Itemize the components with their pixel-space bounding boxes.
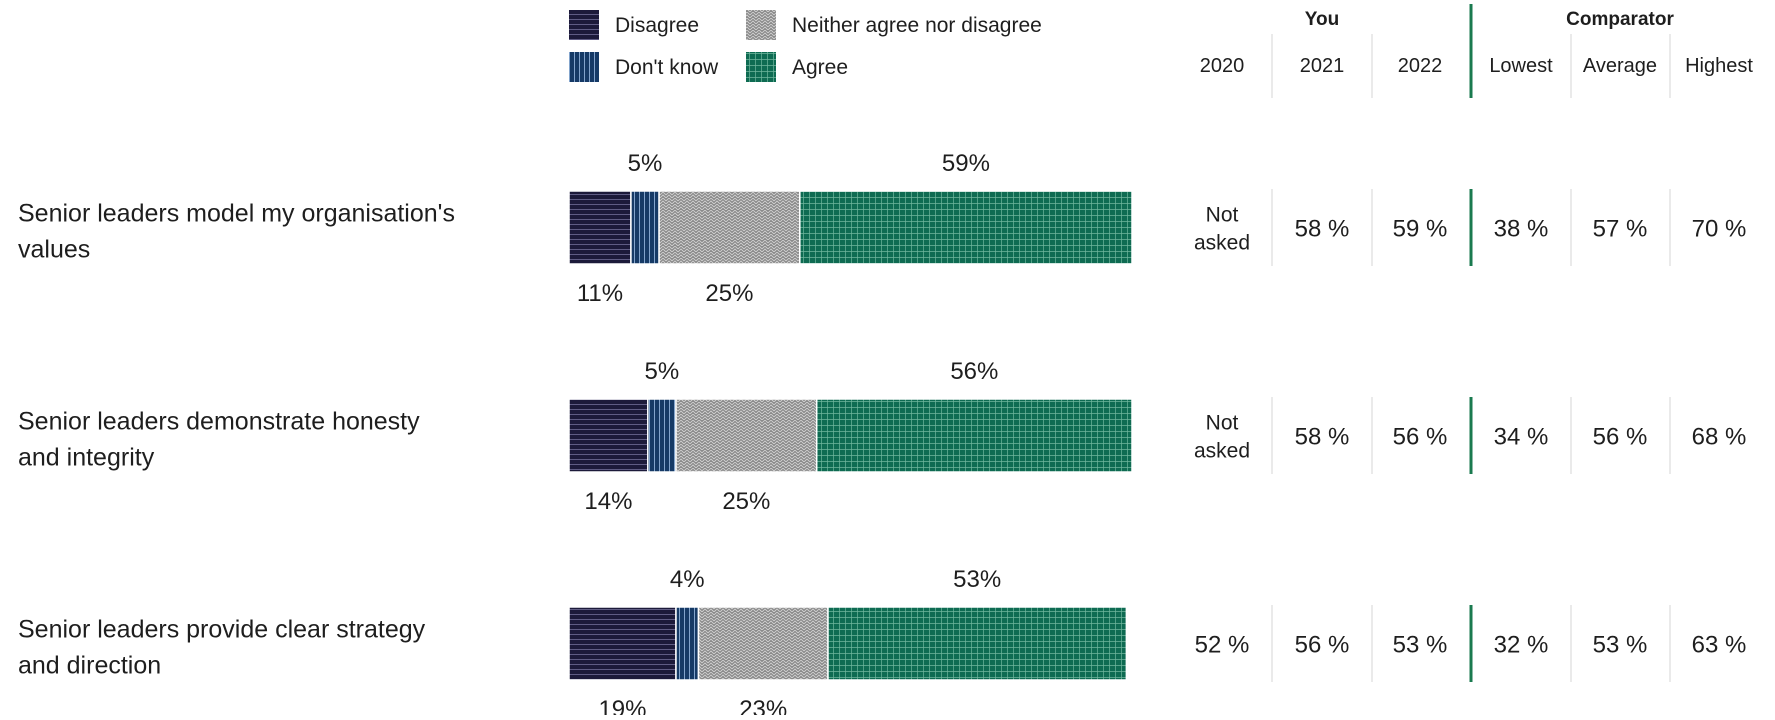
data-label-neither: 25% — [705, 280, 753, 307]
row-label-line: and direction — [18, 652, 161, 680]
column-header-highest: Highest — [1685, 55, 1753, 77]
table-cell: 63 % — [1692, 632, 1747, 659]
legend-swatch-dontknow — [569, 52, 599, 82]
table-cell: 34 % — [1494, 424, 1549, 451]
data-label-neither: 23% — [739, 696, 787, 715]
legend: Disagree Neither agree nor disagree Don't … — [569, 10, 1042, 82]
group-header-comparator: Comparator — [1566, 9, 1674, 30]
bar-segment-dontknow — [675, 606, 700, 681]
table-cell: 58 % — [1295, 216, 1350, 243]
bar-segment-agree — [799, 190, 1133, 265]
column-header-2022: 2022 — [1398, 55, 1443, 77]
data-label-disagree: 14% — [584, 488, 632, 515]
bar-segment-disagree — [568, 398, 649, 473]
bar-segment-dontknow — [647, 398, 677, 473]
table-cell-not-asked: Not asked — [1194, 412, 1250, 463]
table-cell: 56 % — [1393, 424, 1448, 451]
bar-segment-dontknow — [630, 190, 660, 265]
row-label-line: Senior leaders provide clear strategy — [18, 616, 426, 644]
table-cell: 56 % — [1593, 424, 1648, 451]
table-cell: 68 % — [1692, 424, 1747, 451]
column-header-average: Average — [1583, 55, 1657, 77]
data-label-neither: 25% — [722, 488, 770, 515]
data-label-dontknow: 4% — [670, 566, 705, 593]
table-cell: 52 % — [1195, 632, 1250, 659]
legend-swatch-neither — [746, 10, 776, 40]
bar-segment-disagree — [568, 190, 632, 265]
legend-label-neither: Neither agree nor disagree — [792, 14, 1042, 37]
legend-swatch-agree — [746, 52, 776, 82]
group-header-you: You — [1305, 9, 1339, 30]
legend-label-disagree: Disagree — [615, 14, 699, 37]
table-cell: 32 % — [1494, 632, 1549, 659]
table-cell-line: asked — [1194, 232, 1250, 255]
column-header-lowest: Lowest — [1489, 55, 1553, 77]
table-cell-line: asked — [1194, 440, 1250, 463]
row-label-line: Senior leaders model my organisation's — [18, 200, 455, 228]
row-label: Senior leaders demonstrate honesty and in… — [18, 408, 420, 472]
table-cell-not-asked: Not asked — [1194, 204, 1250, 255]
data-label-agree: 59% — [942, 150, 990, 177]
table-cell: 70 % — [1692, 216, 1747, 243]
column-header-2020: 2020 — [1200, 55, 1245, 77]
table-cell: 56 % — [1295, 632, 1350, 659]
table-cell-line: Not — [1206, 204, 1239, 227]
legend-label-dontknow: Don't know — [615, 56, 719, 79]
row-label-line: values — [18, 236, 90, 264]
data-label-dontknow: 5% — [628, 150, 663, 177]
table-cell: 53 % — [1393, 632, 1448, 659]
data-label-disagree: 19% — [598, 696, 646, 715]
legend-label-agree: Agree — [792, 56, 848, 79]
table-header: You Comparator 2020 2021 2022 Lowest Average Hi… — [1200, 4, 1753, 98]
table-cell: 53 % — [1593, 632, 1648, 659]
row-labels: Senior leaders model my organisation's va… — [18, 200, 455, 680]
column-header-2021: 2021 — [1300, 55, 1345, 77]
row-label: Senior leaders model my organisation's va… — [18, 200, 455, 264]
table-cell: 58 % — [1295, 424, 1350, 451]
table-cell: 57 % — [1593, 216, 1648, 243]
bar-segment-neither — [658, 190, 801, 265]
table-cell-line: Not — [1206, 412, 1239, 435]
row-label-line: Senior leaders demonstrate honesty — [18, 408, 420, 436]
table-cell: 38 % — [1494, 216, 1549, 243]
bar-segment-agree — [827, 606, 1128, 681]
results-table: Not asked 58 % 59 % 38 % 57 % 70 % Not asked 58 %… — [1194, 189, 1746, 682]
bar-segment-disagree — [568, 606, 677, 681]
row-label-line: and integrity — [18, 444, 155, 472]
data-label-disagree: 11% — [577, 280, 623, 307]
stacked-bars: 11% 5% 25% 59% 14% 5% 25% 56% 19% 4% 23% 53% — [568, 150, 1133, 720]
data-label-dontknow: 5% — [645, 358, 680, 385]
data-label-agree: 53% — [953, 566, 1001, 593]
data-label-agree: 56% — [950, 358, 998, 385]
bar-segment-neither — [675, 398, 818, 473]
table-cell: 59 % — [1393, 216, 1448, 243]
legend-swatch-disagree — [569, 10, 599, 40]
bar-segment-neither — [697, 606, 829, 681]
row-label: Senior leaders provide clear strategy and… — [18, 616, 426, 680]
bar-segment-agree — [815, 398, 1133, 473]
